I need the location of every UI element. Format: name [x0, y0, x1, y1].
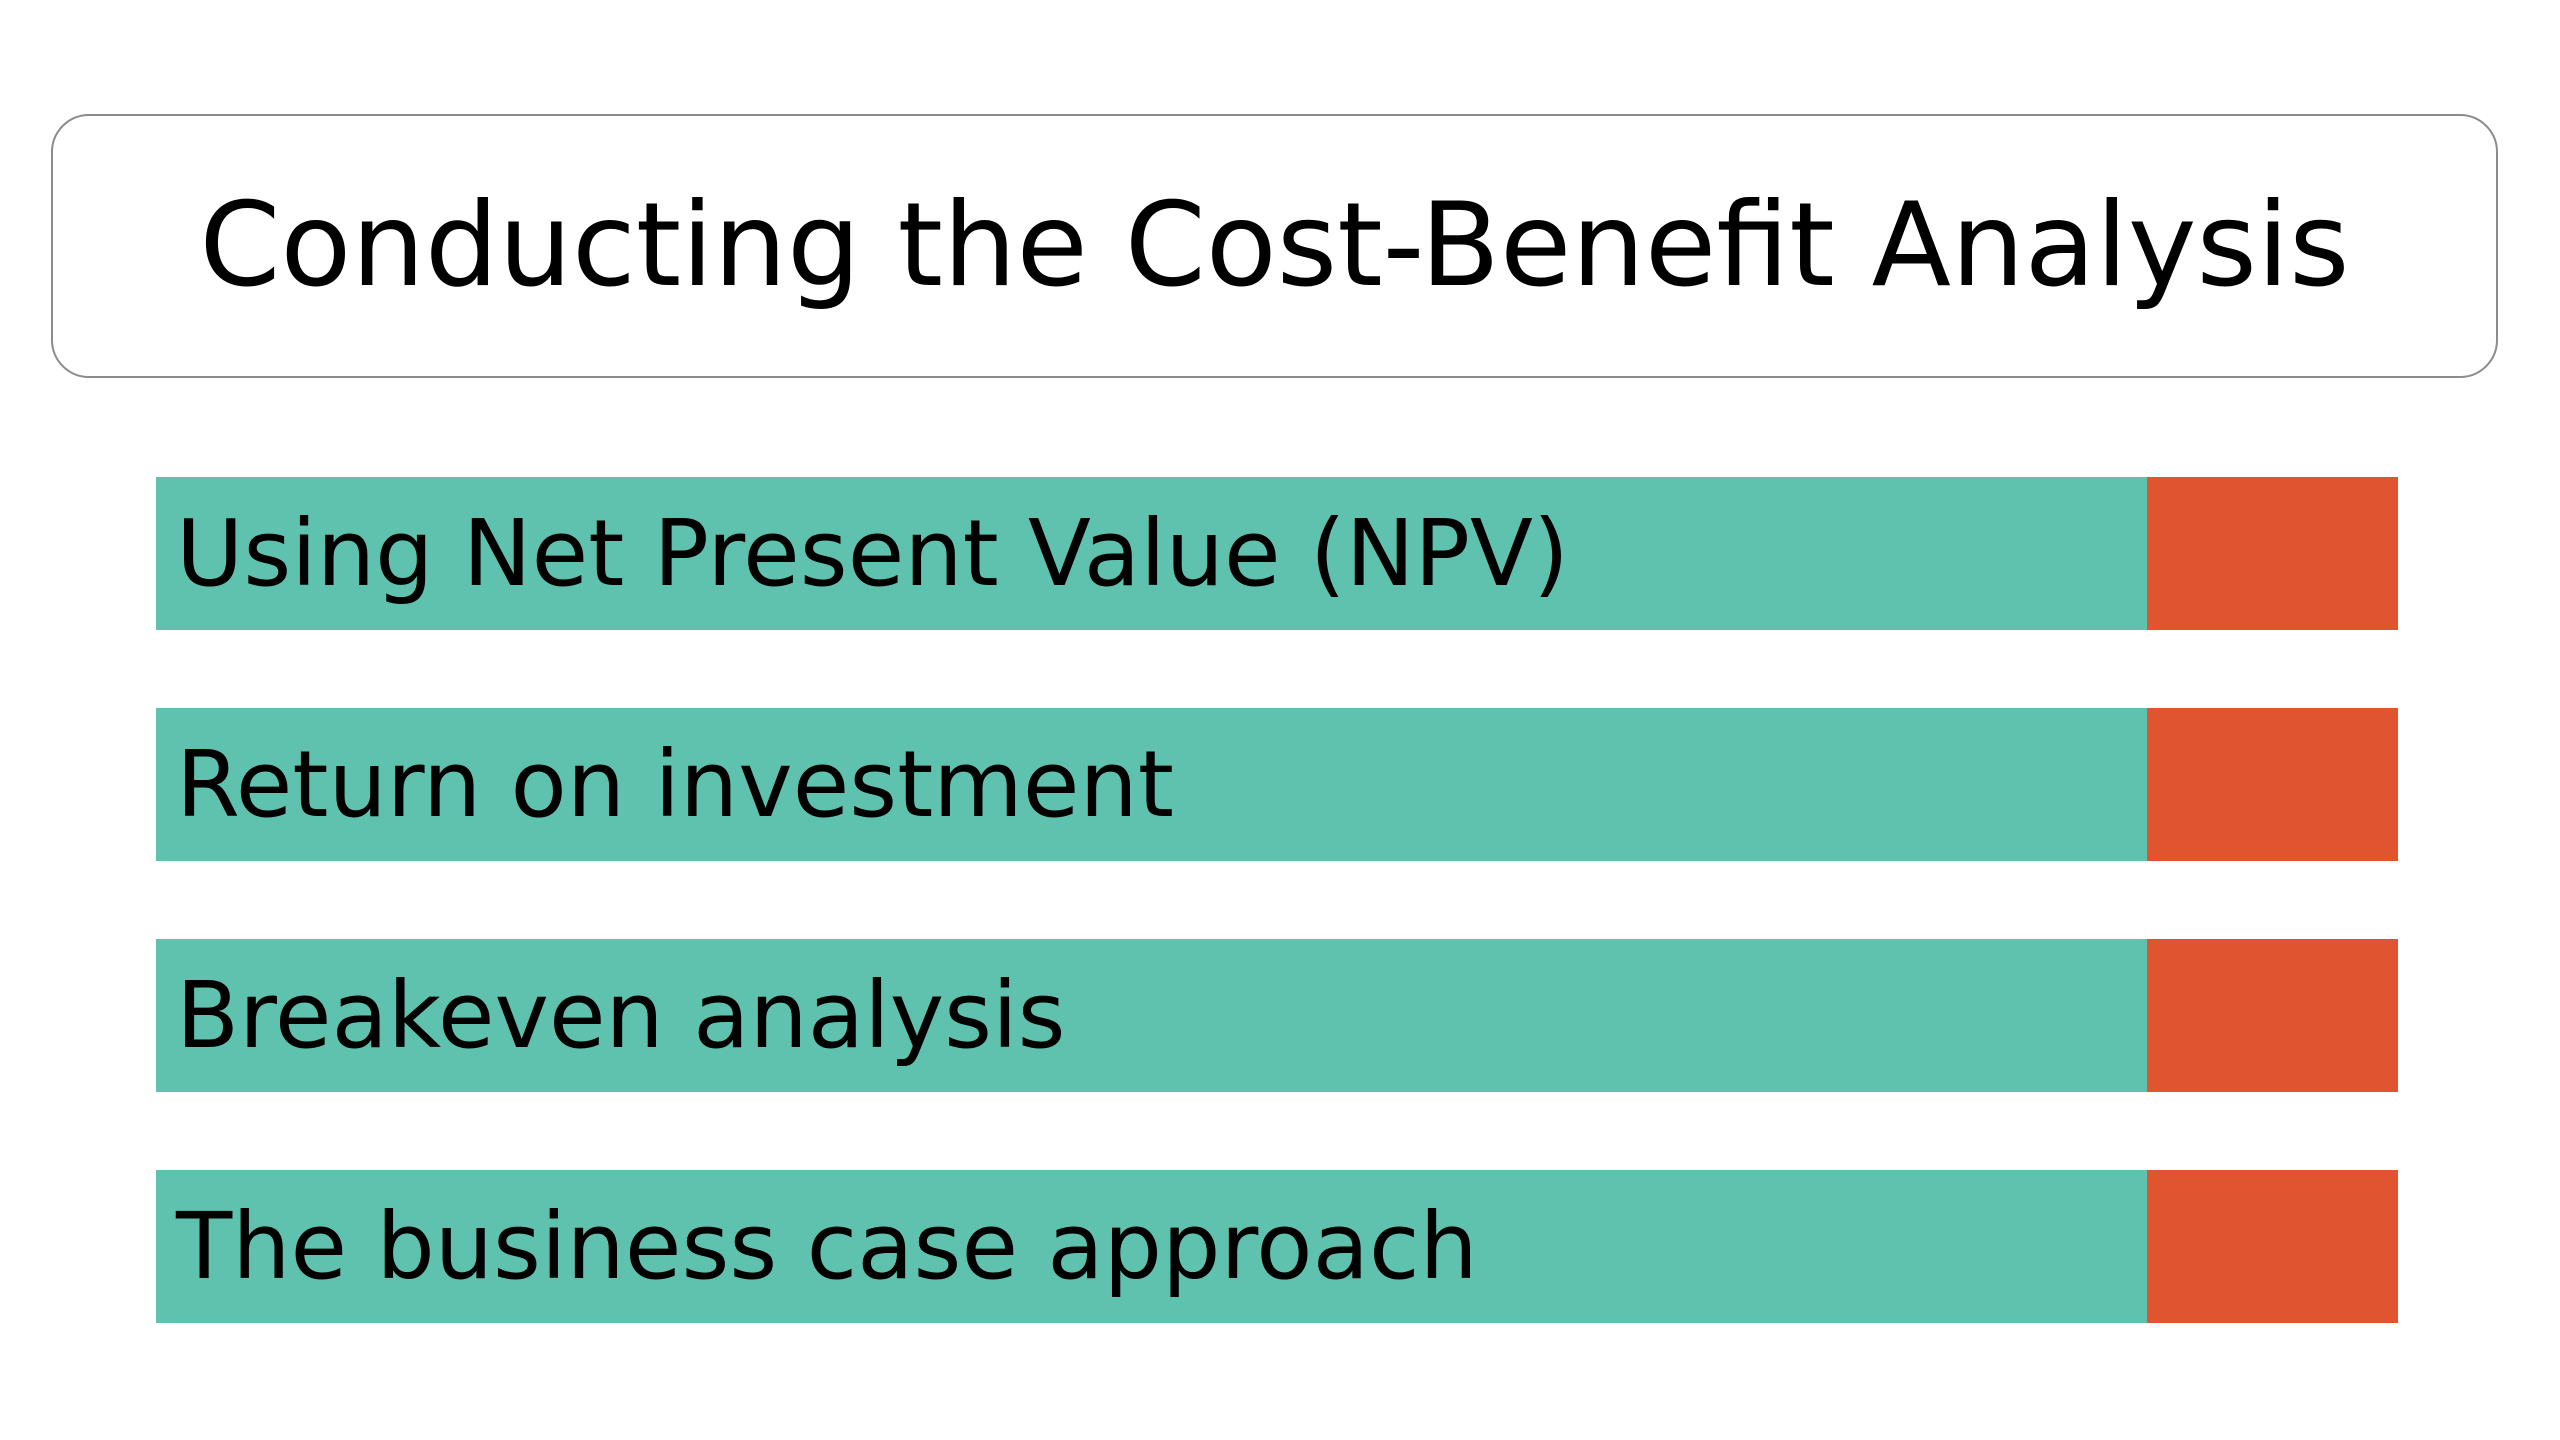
list-item-bar: The business case approach [156, 1170, 2147, 1323]
list-item-accent [2147, 1170, 2398, 1323]
list-item-bar: Breakeven analysis [156, 939, 2147, 1092]
list-item-label: The business case approach [176, 1192, 1478, 1300]
list-item-accent [2147, 708, 2398, 861]
slide-title: Conducting the Cost-Benefit Analysis [199, 178, 2350, 313]
list-item-label: Return on investment [176, 730, 1174, 838]
list-item-bar: Using Net Present Value (NPV) [156, 477, 2147, 630]
list-item-label: Using Net Present Value (NPV) [176, 499, 1569, 607]
list-item-accent [2147, 939, 2398, 1092]
list-item-business-case: The business case approach [156, 1170, 2398, 1323]
list-item-label: Breakeven analysis [176, 961, 1066, 1069]
list-item-breakeven: Breakeven analysis [156, 939, 2398, 1092]
list-item-accent [2147, 477, 2398, 630]
title-box: Conducting the Cost-Benefit Analysis [51, 114, 2498, 378]
list-item-npv: Using Net Present Value (NPV) [156, 477, 2398, 630]
list-item-bar: Return on investment [156, 708, 2147, 861]
topic-list: Using Net Present Value (NPV) Return on … [156, 477, 2398, 1323]
list-item-roi: Return on investment [156, 708, 2398, 861]
